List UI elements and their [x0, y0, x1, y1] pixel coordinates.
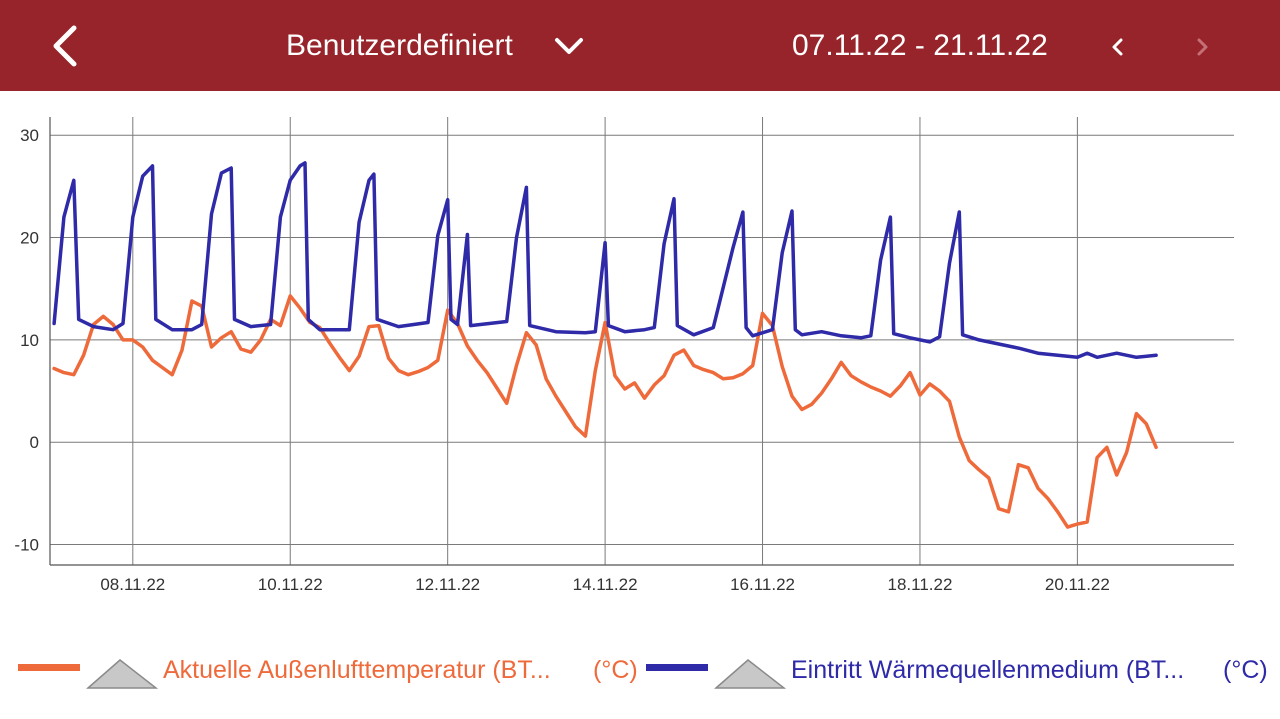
legend-unit-outdoor-temp: (°C) [593, 656, 638, 684]
x-tick-label: 18.11.22 [888, 575, 953, 594]
chart-legend: Aktuelle Außenlufttemperatur (BT... (°C)… [0, 640, 1280, 700]
area-toggle-icon[interactable] [86, 658, 158, 690]
x-tick-label: 10.11.22 [258, 575, 323, 594]
legend-label-outdoor-temp: Aktuelle Außenlufttemperatur (BT... [163, 656, 551, 684]
x-tick-label: 20.11.22 [1045, 575, 1110, 594]
y-tick-label: 30 [20, 126, 39, 145]
chevron-right-icon [1197, 38, 1208, 56]
legend-line-heat-source [646, 664, 708, 671]
x-tick-label: 16.11.22 [730, 575, 795, 594]
top-bar: Benutzerdefiniert 07.11.22 - 21.11.22 [0, 0, 1280, 91]
chevron-left-icon [53, 25, 77, 67]
x-tick-label: 14.11.22 [573, 575, 638, 594]
next-period-button[interactable] [1190, 32, 1214, 62]
line-chart: 30 20 10 0 -10 08.11.22 10.11.22 12.11.22 14.11.… [14, 117, 1234, 594]
chevron-down-icon [555, 38, 583, 54]
y-tick-label: 10 [20, 331, 39, 350]
back-button[interactable] [46, 22, 90, 70]
y-tick-label: 20 [20, 229, 39, 248]
series-line-heat-source [52, 161, 1158, 360]
chevron-left-icon [1112, 38, 1123, 56]
view-dropdown-button[interactable] [552, 30, 586, 64]
previous-period-button[interactable] [1106, 32, 1130, 62]
y-tick-label: 0 [30, 433, 39, 452]
x-tick-label: 08.11.22 [100, 575, 165, 594]
y-tick-label: -10 [14, 536, 39, 555]
view-title[interactable]: Benutzerdefiniert [286, 29, 513, 62]
legend-label-heat-source: Eintritt Wärmequellenmedium (BT... [791, 656, 1185, 684]
legend-unit-heat-source: (°C) [1223, 656, 1268, 684]
series-line-outdoor-temp [52, 294, 1158, 529]
x-tick-label: 12.11.22 [415, 575, 480, 594]
legend-line-outdoor-temp [18, 664, 80, 671]
area-toggle-icon[interactable] [714, 658, 786, 690]
date-range[interactable]: 07.11.22 - 21.11.22 [792, 29, 1048, 62]
